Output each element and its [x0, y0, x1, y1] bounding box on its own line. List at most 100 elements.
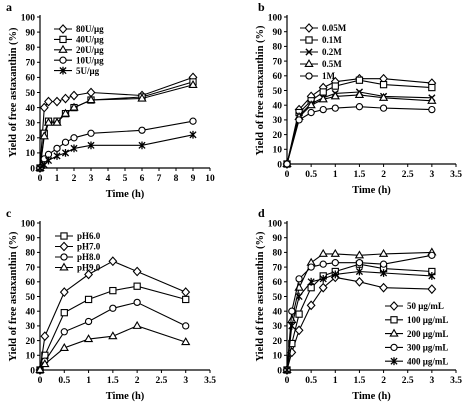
data-point — [109, 286, 117, 295]
legend-marker — [58, 44, 68, 53]
y-tick-label: 30 — [26, 119, 36, 129]
legend-label: 10U/μg — [76, 55, 104, 65]
data-point — [181, 287, 191, 298]
x-tick-label: 3 — [89, 174, 94, 184]
data-point — [319, 88, 327, 96]
data-point — [138, 141, 146, 150]
data-point — [331, 270, 339, 279]
legend-label: 100 μg/mL — [407, 315, 448, 325]
legend-marker — [305, 72, 313, 80]
x-tick-label: 1.5 — [353, 376, 365, 386]
x-tick-label: 1.5 — [107, 376, 119, 386]
y-tick-label: 0 — [277, 366, 282, 376]
data-point — [43, 117, 54, 126]
data-point — [53, 144, 61, 153]
x-axis-label: Time (h) — [106, 189, 145, 200]
data-point — [189, 130, 197, 139]
y-tick-label: 80 — [273, 249, 283, 259]
x-tick-label: 2 — [381, 376, 386, 386]
y-tick-label: 70 — [26, 59, 36, 69]
x-tick-label: 0.5 — [305, 170, 317, 180]
data-point — [427, 284, 437, 295]
data-point — [283, 160, 291, 168]
y-tick-label: 40 — [26, 104, 36, 114]
y-tick-label: 60 — [273, 278, 283, 288]
x-axis-label: Time (h) — [106, 391, 145, 402]
data-point — [288, 307, 296, 315]
legend-label: 20U/μg — [76, 45, 104, 55]
data-point — [189, 117, 197, 125]
series-400-g-ml — [283, 267, 436, 374]
x-tick-label: 8 — [174, 174, 179, 184]
legend-marker — [305, 36, 313, 44]
data-point — [354, 250, 365, 259]
data-point — [288, 322, 296, 330]
x-tick-label: 0 — [285, 376, 290, 386]
legend-label: pH7.0 — [77, 242, 101, 252]
y-tick-label: 70 — [273, 263, 283, 273]
data-point — [61, 138, 70, 146]
data-point — [295, 292, 303, 301]
data-point — [181, 337, 191, 346]
x-tick-label: 4 — [106, 174, 111, 184]
data-point — [69, 102, 79, 111]
y-tick-label: 20 — [273, 131, 283, 141]
series-line — [286, 94, 432, 165]
data-point — [39, 102, 49, 113]
data-point — [61, 149, 70, 157]
y-tick-label: 50 — [26, 89, 36, 99]
legend-label: 300 μg/mL — [407, 343, 448, 353]
x-tick-label: 0 — [285, 170, 290, 180]
data-point — [133, 298, 141, 307]
data-point — [59, 342, 69, 351]
data-point — [295, 275, 303, 283]
data-point — [379, 80, 388, 89]
x-tick-label: 3.5 — [204, 376, 216, 386]
legend-label: 1M — [322, 71, 336, 81]
data-point — [39, 131, 49, 140]
data-point — [188, 79, 198, 88]
x-tick-label: 1 — [55, 174, 60, 184]
legend-label: 40U/μg — [76, 35, 104, 45]
data-point — [319, 274, 327, 283]
series-10u-g — [36, 117, 197, 172]
x-tick-label: 10 — [205, 174, 215, 184]
legend-marker — [390, 357, 398, 366]
data-point — [427, 95, 437, 104]
y-tick-label: 30 — [26, 322, 36, 332]
data-point — [355, 103, 364, 111]
data-point — [44, 156, 53, 165]
series-20u-g — [35, 79, 198, 172]
x-tick-label: 3 — [429, 170, 434, 180]
data-point — [60, 108, 71, 117]
y-tick-label: 40 — [26, 308, 36, 318]
legend: 0.05M 0.1M 0.2M 0.5M 1M — [300, 23, 347, 81]
data-point — [355, 259, 364, 267]
x-tick-label: 0 — [38, 376, 43, 386]
data-point — [428, 105, 436, 114]
legend-label: 200 μg/mL — [407, 329, 448, 339]
legend: 50 μg/mL 100 μg/mL 200 μg/mL 300 μg/mL 400 μ… — [385, 301, 448, 366]
legend-marker — [58, 24, 68, 34]
y-tick-label: 10 — [273, 352, 283, 362]
y-tick-label: 0 — [277, 160, 282, 170]
x-tick-label: 2 — [381, 170, 386, 180]
data-point — [108, 256, 118, 267]
y-tick-label: 10 — [273, 146, 283, 156]
data-point — [69, 90, 79, 101]
data-point — [132, 266, 142, 277]
data-point — [295, 116, 303, 124]
x-tick-label: 6 — [140, 174, 145, 184]
data-point — [331, 259, 339, 267]
legend-label: 50 μg/mL — [407, 301, 444, 311]
y-tick-label: 10 — [26, 149, 36, 159]
data-point — [378, 248, 389, 257]
data-point — [318, 248, 328, 257]
legend-marker — [390, 316, 398, 324]
y-axis-label: Yield of free astaxanthin (%) — [255, 231, 266, 362]
x-tick-label: 1 — [333, 376, 338, 386]
data-point — [40, 359, 50, 368]
series-ph9-0 — [35, 320, 191, 374]
